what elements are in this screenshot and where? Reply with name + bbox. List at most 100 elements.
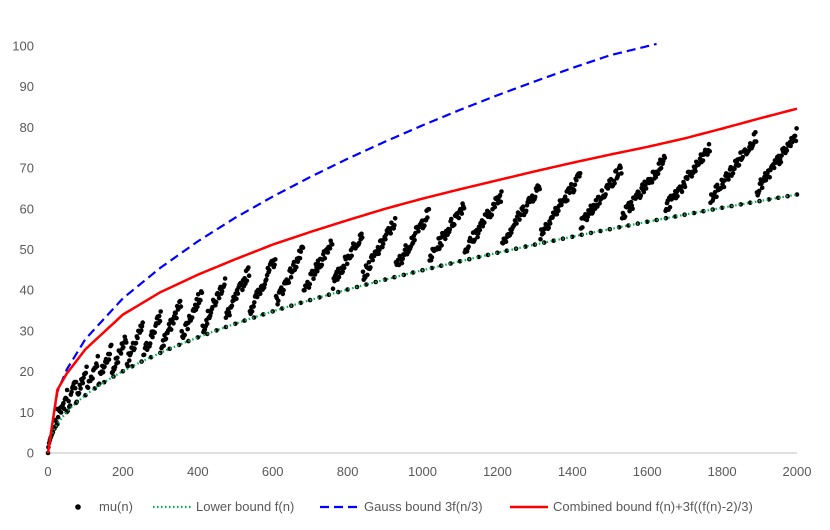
mu-point	[95, 353, 101, 359]
mu-point	[497, 192, 503, 198]
mu-point	[295, 259, 301, 265]
mu-point	[705, 152, 710, 157]
mu-point	[636, 189, 641, 195]
mu-point	[779, 153, 784, 158]
mu-point	[115, 360, 121, 365]
legend-label-gauss-bound: Gauss bound 3f(n/3)	[364, 499, 483, 514]
mu-point	[679, 189, 685, 195]
y-tick-label: 80	[20, 120, 34, 135]
mu-point	[174, 315, 179, 321]
mu-point	[603, 192, 608, 197]
mu-point	[179, 328, 184, 334]
mu-point	[439, 243, 444, 248]
mu-point	[771, 165, 777, 171]
mu-point	[273, 257, 278, 262]
mu-point	[784, 148, 790, 153]
mu-point	[336, 274, 342, 280]
x-tick-label: 1200	[483, 464, 512, 479]
mu-point	[280, 291, 286, 297]
mu-point	[322, 255, 328, 261]
mu-point	[252, 300, 257, 305]
mu-point	[121, 345, 126, 350]
x-tick-label: 1800	[708, 464, 737, 479]
mu-point	[267, 267, 272, 273]
mu-point	[55, 414, 61, 420]
series-lower-bound-line	[46, 193, 798, 454]
mu-point	[714, 182, 720, 188]
mu-point	[447, 227, 453, 232]
mu-point	[219, 289, 225, 294]
x-tick-label: 1600	[633, 464, 662, 479]
mu-point	[275, 302, 280, 307]
x-tick-label: 400	[187, 464, 209, 479]
mu-point	[178, 304, 184, 309]
mu-point	[740, 154, 745, 160]
mu-point	[185, 326, 190, 332]
mu-point	[156, 313, 162, 319]
mu-point	[234, 296, 239, 302]
y-tick-label: 10	[20, 405, 34, 420]
mu-point	[78, 386, 83, 391]
mu-point	[139, 323, 145, 329]
mu-point	[649, 180, 655, 185]
mu-point	[359, 231, 364, 237]
mu-point	[264, 277, 269, 282]
mu-point	[294, 264, 299, 270]
mu-point	[689, 174, 695, 179]
mu-point	[251, 304, 256, 309]
mu-point	[300, 245, 306, 250]
mu-point	[753, 130, 758, 135]
mu-point	[311, 276, 316, 282]
mu-point	[498, 199, 504, 205]
mu-point	[141, 352, 147, 358]
x-tick-label: 2000	[783, 464, 812, 479]
mu-point	[590, 209, 596, 215]
mu-point	[682, 184, 688, 190]
mu-point	[714, 194, 719, 200]
mu-point	[756, 188, 762, 194]
x-tick-label: 200	[112, 464, 134, 479]
mu-point	[133, 340, 139, 346]
mu-point	[449, 216, 454, 222]
mu-point	[461, 206, 467, 211]
mu-point	[658, 165, 664, 171]
mu-point	[73, 385, 78, 391]
mu-point	[580, 225, 585, 230]
mu-point	[793, 138, 799, 144]
mu-point	[707, 149, 712, 154]
mu-point	[693, 168, 698, 174]
mu-point	[81, 375, 86, 381]
y-tick-label: 20	[20, 364, 34, 379]
x-tick-label: 800	[337, 464, 359, 479]
mu-point	[438, 235, 444, 240]
legend-item-combined-bound: Combined bound f(n)+3f((f(n)-2)/3)	[510, 499, 753, 514]
mu-point	[376, 251, 382, 257]
mu-point	[315, 268, 320, 274]
mu-point	[69, 389, 74, 395]
mu-point	[198, 298, 203, 303]
mu-point	[597, 201, 602, 206]
mu-point	[173, 310, 178, 316]
mu-point	[489, 212, 495, 218]
mu-point	[281, 287, 286, 293]
plot-area	[45, 42, 800, 456]
mu-point	[132, 346, 137, 351]
mu-point	[633, 196, 638, 201]
mu-point	[157, 318, 163, 324]
mu-point	[437, 246, 442, 252]
mu-point	[422, 223, 427, 228]
mu-point	[112, 364, 118, 370]
mu-point	[312, 272, 318, 277]
y-axis-tick-labels: 0 10 20 30 40 50 60 70 80 90 100	[12, 39, 34, 461]
mu-point	[452, 222, 457, 227]
legend-item-gauss-bound: Gauss bound 3f(n/3)	[320, 499, 483, 514]
legend-item-mu: mu(n)	[75, 499, 133, 514]
mu-point	[567, 190, 572, 196]
mu-point	[400, 256, 406, 262]
mu-point	[158, 309, 163, 314]
mu-point	[721, 184, 727, 190]
mu-point	[532, 194, 538, 200]
mu-point	[520, 204, 526, 209]
mu-point	[306, 285, 312, 290]
mu-point	[466, 244, 471, 249]
